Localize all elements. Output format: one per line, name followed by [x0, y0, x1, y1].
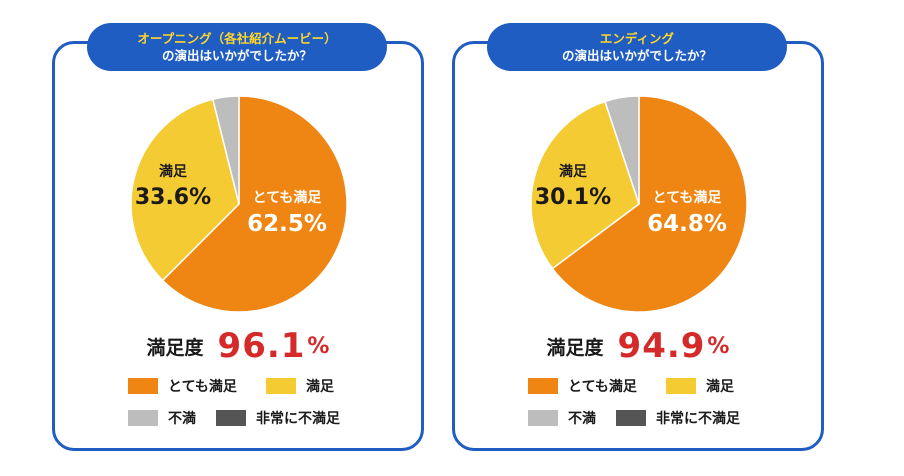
pie-chart: 満足 33.6% とても満足 62.5%	[130, 95, 348, 313]
legend-label: 非常に不満足	[656, 411, 740, 427]
very-satisfied-slice-percent: 62.5%	[247, 211, 327, 237]
legend-swatch	[666, 378, 696, 394]
legend-item-satisfied: 満足	[266, 376, 334, 396]
legend-item-very-dissatisfied: 非常に不満足	[216, 408, 340, 428]
satisfaction-label: 満足度	[146, 336, 204, 359]
satisfaction-unit: %	[307, 333, 330, 359]
legend-label: 不満	[168, 411, 196, 427]
legend-swatch	[128, 378, 158, 394]
legend-swatch	[528, 378, 558, 394]
pie-slice-dissatisfied	[211, 95, 240, 205]
legend-label: 満足	[306, 379, 334, 395]
legend-item-very-satisfied: とても満足	[528, 376, 637, 396]
legend-swatch	[528, 410, 558, 426]
satisfied-slice-name: 満足	[559, 163, 588, 180]
question-header: オープニング（各社紹介ムービー） の演出はいかがでしたか？	[87, 23, 387, 71]
satisfaction-label: 満足度	[546, 336, 604, 359]
question-title: オープニング（各社紹介ムービー）	[137, 31, 337, 46]
legend-label: とても満足	[168, 379, 237, 395]
pie-slice-dissatisfied	[604, 95, 640, 205]
legend-swatch	[128, 410, 158, 426]
question-title: エンディング	[599, 31, 675, 46]
question-header: エンディング の演出はいかがでしたか？	[487, 23, 787, 71]
very-satisfied-slice-name: とても満足	[653, 189, 723, 206]
satisfied-slice-percent: 33.6%	[135, 185, 211, 210]
legend-label: 不満	[568, 411, 596, 427]
legend-label: 非常に不満足	[256, 411, 340, 427]
legend-swatch	[216, 410, 246, 426]
satisfaction-unit: %	[707, 333, 730, 359]
pie-slice-satisfied	[130, 98, 240, 282]
pie-chart: 満足 30.1% とても満足 64.8%	[530, 95, 748, 313]
very-satisfied-slice-percent: 64.8%	[647, 211, 727, 237]
question-text: の演出はいかがでしたか？	[561, 48, 712, 63]
pie-slice-satisfied	[530, 100, 640, 270]
legend-item-satisfied: 満足	[666, 376, 734, 396]
pie-slice-very-satisfied	[551, 95, 748, 313]
legend-label: 満足	[706, 379, 734, 395]
satisfaction-value: 96.1	[217, 326, 306, 366]
ending-survey-card: エンディング の演出はいかがでしたか？ 満足 30.1% とても満足 64.8%…	[452, 23, 824, 451]
satisfied-slice-name: 満足	[159, 163, 188, 180]
question-text: の演出はいかがでしたか？	[161, 48, 312, 63]
legend-item-very-dissatisfied: 非常に不満足	[616, 408, 740, 428]
legend-item-dissatisfied: 不満	[528, 408, 596, 428]
satisfaction-value: 94.9	[617, 326, 706, 366]
opening-survey-card: オープニング（各社紹介ムービー） の演出はいかがでしたか？ 満足 33.6% と…	[52, 23, 424, 451]
legend-label: とても満足	[568, 379, 637, 395]
satisfied-slice-percent: 30.1%	[535, 185, 611, 210]
very-satisfied-slice-name: とても満足	[253, 189, 323, 206]
legend-item-very-satisfied: とても満足	[128, 376, 237, 396]
satisfaction-summary: 満足度 96.1%	[55, 326, 421, 366]
legend-item-dissatisfied: 不満	[128, 408, 196, 428]
pie-slice-very-satisfied	[161, 95, 348, 313]
legend-swatch	[616, 410, 646, 426]
legend-swatch	[266, 378, 296, 394]
satisfaction-summary: 満足度 94.9%	[455, 326, 821, 366]
